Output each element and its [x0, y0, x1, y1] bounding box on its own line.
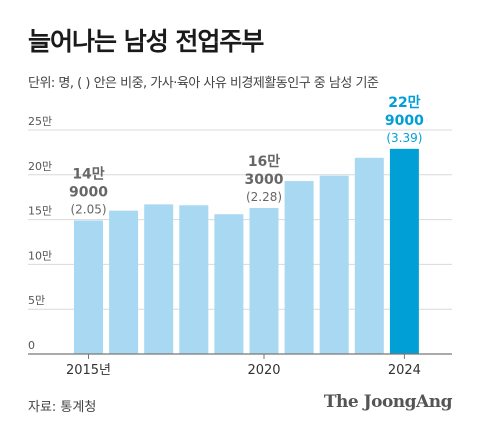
data-label: 9000 — [69, 184, 108, 200]
data-label-share: (2.05) — [70, 202, 106, 216]
y-tick-label: 15만 — [28, 205, 52, 218]
bar — [319, 175, 349, 354]
brand-logo: The JoongAng — [323, 392, 453, 412]
bar — [284, 181, 314, 354]
source-note: 자료: 통계청 — [28, 400, 97, 415]
chart-title: 늘어나는 남성 전업주부 — [28, 27, 264, 56]
bar — [74, 220, 103, 354]
chart-subtitle: 단위: 명, ( ) 안은 비중, 가사·육아 사유 비경제활동인구 중 남성 … — [28, 76, 379, 91]
bar — [109, 210, 139, 354]
x-tick-label: 2020 — [247, 363, 280, 378]
bar — [179, 205, 209, 354]
y-tick-label: 0 — [28, 339, 35, 352]
bar — [389, 148, 419, 354]
bar — [249, 207, 279, 354]
data-label: 3000 — [245, 172, 284, 188]
bar — [144, 204, 174, 354]
data-label: 9000 — [385, 113, 424, 129]
data-label-share: (3.39) — [386, 131, 422, 145]
data-label: 14만 — [72, 166, 104, 182]
data-label-share: (2.28) — [246, 190, 282, 204]
data-label: 22만 — [388, 95, 420, 111]
y-tick-label: 20만 — [28, 160, 52, 173]
x-tick-label: 2024 — [388, 363, 421, 378]
bar — [214, 214, 244, 354]
data-label: 16만 — [248, 154, 280, 170]
y-tick-label: 10만 — [28, 249, 52, 262]
x-tick-label: 2015년 — [66, 363, 111, 378]
y-tick-label: 25만 — [28, 115, 52, 128]
y-tick-label: 5만 — [28, 294, 45, 307]
bar — [354, 157, 384, 354]
